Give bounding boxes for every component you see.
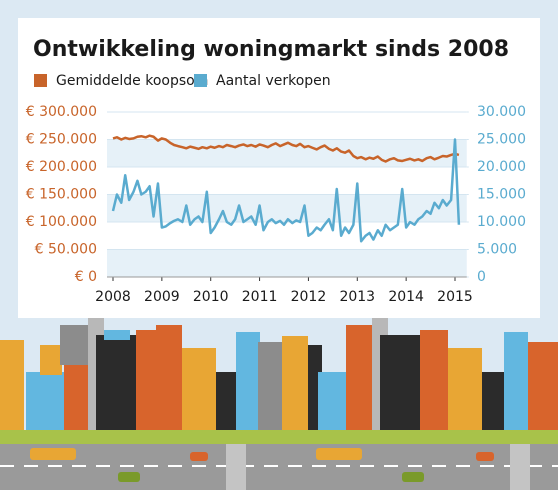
y-tick-label: € 300.000 — [26, 104, 97, 120]
x-tick-label: 2015 — [437, 289, 473, 305]
building — [420, 330, 448, 440]
x-tick-label: 2014 — [388, 289, 424, 305]
y2-tick-label: 25.000 — [477, 132, 526, 148]
chart-title: Ontwikkeling woningmarkt sinds 2008 — [33, 37, 509, 62]
bands — [107, 111, 467, 278]
building — [528, 342, 558, 440]
building — [282, 336, 308, 440]
legend-swatch — [34, 74, 47, 87]
y-tick-label: € 100.000 — [26, 214, 97, 230]
crosswalk — [510, 444, 530, 490]
x-tick-label: 2009 — [144, 289, 180, 305]
x-tick-label: 2012 — [291, 289, 327, 305]
y2-tick-label: 0 — [477, 269, 486, 285]
y-tick-label: € 0 — [75, 269, 97, 285]
car — [402, 472, 424, 482]
building — [60, 325, 90, 365]
legend-swatch — [194, 74, 207, 87]
y-tick-label: € 200.000 — [26, 159, 97, 175]
y-tick-label: € 250.000 — [26, 132, 97, 148]
y-tick-label: € 150.000 — [26, 187, 97, 203]
crosswalk — [226, 444, 246, 490]
grid-band — [107, 194, 467, 222]
car — [118, 472, 140, 482]
y2-tick-label: 20.000 — [477, 159, 526, 175]
y2-tick-label: 15.000 — [477, 187, 526, 203]
grid-band — [107, 249, 467, 277]
legend-label: Gemiddelde koopsom — [56, 73, 208, 89]
building — [156, 325, 182, 440]
legend: Gemiddelde koopsom Aantal verkopen — [34, 73, 331, 89]
plot — [111, 134, 461, 243]
building — [448, 348, 482, 440]
building — [504, 332, 528, 440]
building — [236, 332, 260, 440]
x-tick-label: 2011 — [242, 289, 278, 305]
x-tick-label: 2010 — [193, 289, 229, 305]
y2-tick-label: 10.000 — [477, 214, 526, 230]
x-tick-label: 2013 — [339, 289, 375, 305]
building — [104, 330, 130, 340]
legend-label: Aantal verkopen — [216, 73, 331, 89]
x-tick-label: 2008 — [95, 289, 131, 305]
building — [96, 335, 138, 440]
y2-tick-label: 30.000 — [477, 104, 526, 120]
grid-band — [107, 167, 467, 195]
line-series — [112, 134, 460, 163]
building — [482, 372, 504, 440]
bus — [30, 448, 76, 460]
illustration — [0, 318, 558, 490]
building — [26, 372, 64, 440]
car — [190, 452, 208, 461]
building — [40, 345, 62, 375]
building — [346, 325, 376, 440]
building — [216, 372, 238, 440]
y2-tick-label: 5.000 — [477, 242, 517, 258]
line-series — [111, 138, 461, 243]
building — [182, 348, 216, 440]
bus — [316, 448, 362, 460]
building — [0, 340, 24, 440]
building — [258, 342, 282, 440]
y-tick-label: € 50.000 — [35, 242, 97, 258]
grid-band — [107, 112, 467, 140]
building — [136, 330, 156, 440]
car — [476, 452, 494, 461]
building — [380, 335, 422, 440]
grass — [0, 430, 558, 444]
